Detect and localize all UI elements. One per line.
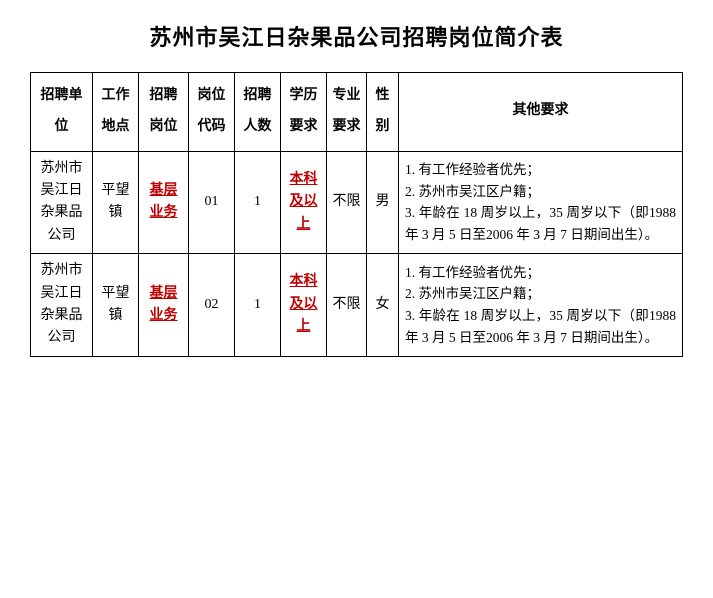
cell-education[interactable]: 本科及以上 (281, 254, 327, 357)
cell-location: 平望镇 (93, 254, 139, 357)
header-major: 专业要求 (327, 73, 367, 152)
cell-gender: 男 (367, 151, 399, 254)
cell-major: 不限 (327, 254, 367, 357)
header-headcount: 招聘人数 (235, 73, 281, 152)
cell-other: 1. 有工作经验者优先；2. 苏州市吴江区户籍；3. 年龄在 18 周岁以上，3… (399, 254, 683, 357)
cell-position[interactable]: 基层业务 (139, 254, 189, 357)
header-location: 工作地点 (93, 73, 139, 152)
cell-code: 02 (189, 254, 235, 357)
header-code: 岗位代码 (189, 73, 235, 152)
header-position: 招聘岗位 (139, 73, 189, 152)
education-link[interactable]: 本科及以上 (290, 274, 318, 334)
cell-unit: 苏州市吴江日杂果品公司 (31, 254, 93, 357)
position-link[interactable]: 基层业务 (150, 183, 178, 220)
cell-headcount: 1 (235, 151, 281, 254)
table-row: 苏州市吴江日杂果品公司 平望镇 基层业务 01 1 本科及以上 不限 男 1. … (31, 151, 683, 254)
cell-gender: 女 (367, 254, 399, 357)
position-link[interactable]: 基层业务 (150, 286, 178, 323)
header-gender: 性别 (367, 73, 399, 152)
education-link[interactable]: 本科及以上 (290, 172, 318, 232)
cell-code: 01 (189, 151, 235, 254)
cell-headcount: 1 (235, 254, 281, 357)
recruitment-table: 招聘单位 工作地点 招聘岗位 岗位代码 招聘人数 学历要求 专业要求 性别 其他… (30, 72, 683, 357)
cell-other: 1. 有工作经验者优先；2. 苏州市吴江区户籍；3. 年龄在 18 周岁以上，3… (399, 151, 683, 254)
page-title: 苏州市吴江日杂果品公司招聘岗位简介表 (30, 20, 683, 52)
cell-unit: 苏州市吴江日杂果品公司 (31, 151, 93, 254)
table-header-row: 招聘单位 工作地点 招聘岗位 岗位代码 招聘人数 学历要求 专业要求 性别 其他… (31, 73, 683, 152)
header-education: 学历要求 (281, 73, 327, 152)
header-other: 其他要求 (399, 73, 683, 152)
cell-education[interactable]: 本科及以上 (281, 151, 327, 254)
cell-location: 平望镇 (93, 151, 139, 254)
cell-major: 不限 (327, 151, 367, 254)
header-unit: 招聘单位 (31, 73, 93, 152)
cell-position[interactable]: 基层业务 (139, 151, 189, 254)
table-row: 苏州市吴江日杂果品公司 平望镇 基层业务 02 1 本科及以上 不限 女 1. … (31, 254, 683, 357)
